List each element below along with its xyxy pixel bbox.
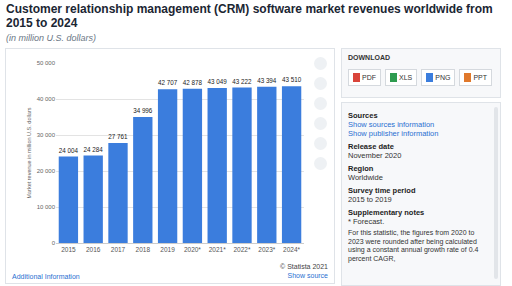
svg-text:43 510: 43 510 bbox=[282, 76, 302, 83]
html-text:PPT: PPT bbox=[473, 74, 487, 81]
html-text:XLS: XLS bbox=[399, 74, 413, 81]
svg-text:2023*: 2023* bbox=[258, 246, 275, 253]
svg-text:2015: 2015 bbox=[61, 246, 76, 253]
svg-text:Market revenue in million U.S.: Market revenue in million U.S. dollars bbox=[26, 107, 32, 198]
svg-text:2024*: 2024* bbox=[283, 246, 300, 253]
svg-text:24 284: 24 284 bbox=[84, 146, 104, 153]
html-text:Additional Information: Additional Information bbox=[12, 273, 80, 280]
svg-text:42 707: 42 707 bbox=[158, 79, 178, 86]
html-text:Show publisher information: Show publisher information bbox=[348, 129, 439, 138]
svg-text:2019: 2019 bbox=[160, 246, 175, 253]
svg-text:43 049: 43 049 bbox=[208, 78, 228, 85]
html-text:PNG: PNG bbox=[435, 74, 451, 81]
html-text:Show source: Show source bbox=[287, 272, 328, 279]
svg-text:34 996: 34 996 bbox=[133, 107, 153, 114]
svg-text:27 761: 27 761 bbox=[108, 133, 128, 140]
html-text:For this statistic, the figure: For this statistic, the figures from 202… bbox=[348, 229, 479, 262]
html-text:Region: Region bbox=[348, 164, 374, 173]
svg-text:43 222: 43 222 bbox=[232, 78, 252, 85]
svg-text:50 000: 50 000 bbox=[37, 60, 56, 66]
svg-text:43 394: 43 394 bbox=[257, 77, 277, 84]
html-text:PDF: PDF bbox=[362, 74, 376, 81]
html-text:(in million U.S. dollars): (in million U.S. dollars) bbox=[6, 33, 96, 43]
svg-text:2022*: 2022* bbox=[234, 246, 251, 253]
html-text:Release date: Release date bbox=[348, 142, 394, 151]
html-text:November 2020: November 2020 bbox=[348, 151, 402, 160]
svg-text:0: 0 bbox=[52, 240, 56, 246]
svg-text:10 000: 10 000 bbox=[37, 204, 56, 210]
html-text:DOWNLOAD: DOWNLOAD bbox=[348, 54, 390, 61]
html-text:Sources: Sources bbox=[348, 111, 378, 120]
html-text:Supplementary notes: Supplementary notes bbox=[348, 208, 425, 217]
svg-text:30 000: 30 000 bbox=[37, 132, 56, 138]
svg-text:2016: 2016 bbox=[86, 246, 101, 253]
html-text:* Forecast.: * Forecast. bbox=[348, 217, 385, 226]
svg-text:42 878: 42 878 bbox=[183, 79, 203, 86]
html-text:Worldwide: Worldwide bbox=[348, 173, 383, 182]
svg-text:2018: 2018 bbox=[136, 246, 151, 253]
html-text:Survey time period: Survey time period bbox=[348, 186, 416, 195]
svg-text:2017: 2017 bbox=[111, 246, 126, 253]
svg-text:20 000: 20 000 bbox=[37, 168, 56, 174]
svg-text:2021*: 2021* bbox=[209, 246, 226, 253]
html-text:Customer relationship manageme: Customer relationship management (CRM) s… bbox=[6, 2, 493, 30]
svg-text:24 004: 24 004 bbox=[59, 147, 79, 154]
html-text:© Statista 2021: © Statista 2021 bbox=[280, 263, 328, 270]
html-text:2015 to 2019: 2015 to 2019 bbox=[348, 195, 392, 204]
svg-text:2020*: 2020* bbox=[184, 246, 201, 253]
svg-text:40 000: 40 000 bbox=[37, 96, 56, 102]
html-text:Show sources information: Show sources information bbox=[348, 120, 435, 129]
